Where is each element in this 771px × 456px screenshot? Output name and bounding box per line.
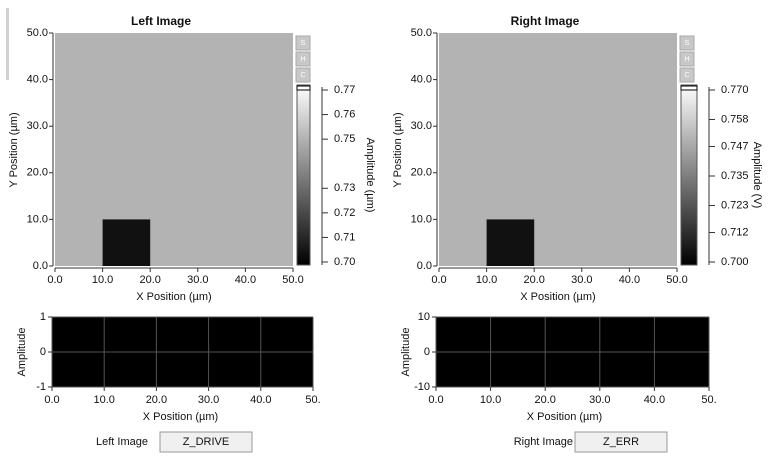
x-tick-label: 40.0 [644,394,665,406]
y-tick-label: -10 [414,381,430,393]
colorbar [296,84,311,266]
dark-region [486,219,535,266]
channel-label: Left Image [96,436,148,448]
x-tick-label: 0.0 [428,394,443,406]
colorbar-tick-label: 0.75 [334,133,355,145]
colorbar-tick-label: 0.770 [721,84,749,96]
x-tick-label: 10.0 [480,394,501,406]
x-axis-label: X Position (µm) [527,411,602,423]
y-tick-label: 10.0 [27,213,48,225]
x-tick-label: 20.0 [139,274,160,286]
scale-button[interactable] [679,35,695,51]
y-tick-label: -1 [36,381,46,393]
y-tick-label: 20.0 [27,167,48,179]
y-tick-label: 30.0 [27,120,48,132]
y-axis-label: Y Position (µm) [8,112,20,187]
scale-button-label: C [300,72,305,79]
colorbar-label: Amplitude (µm) [364,138,376,213]
image-area [439,33,677,266]
x-tick-label: 0.0 [44,394,59,406]
x-tick-label: 50. [701,394,716,406]
scale-button[interactable] [295,51,311,67]
x-tick-label: 40.0 [619,274,640,286]
x-tick-label: 0.0 [431,274,446,286]
y-tick-label: 0.0 [33,260,48,272]
scale-button[interactable] [295,67,311,83]
y-tick-label: 40.0 [411,74,432,86]
x-tick-label: 50.0 [666,274,687,286]
channel-value: Z_DRIVE [183,436,229,448]
scale-button-label: S [685,40,690,47]
colorbar [680,84,698,266]
colorbar-tick-label: 0.747 [721,140,749,152]
colorbar-tick-label: 0.723 [721,199,749,211]
channel-field[interactable] [159,431,253,453]
image-title: Left Image [131,14,191,28]
dark-region [102,219,151,266]
channel-field[interactable] [574,431,668,453]
colorbar-tick-label: 0.700 [721,256,749,268]
image-title: Right Image [511,14,580,28]
x-tick-label: 50.0 [282,274,303,286]
channel-value: Z_ERR [603,436,639,448]
colorbar-tick-label: 0.73 [334,182,355,194]
colorbar-tick-label: 0.72 [334,207,355,219]
y-tick-label: 10.0 [411,213,432,225]
y-tick-label: 10 [418,311,430,323]
colorbar-tick-label: 0.77 [334,84,355,96]
x-axis-label: X Position (µm) [520,291,595,303]
x-tick-label: 20.0 [523,274,544,286]
x-tick-label: 30.0 [571,274,592,286]
scale-button-label: C [684,72,689,79]
x-tick-label: 40.0 [250,394,271,406]
x-axis-label: X Position (µm) [136,291,211,303]
y-tick-label: 0.0 [417,260,432,272]
y-tick-label: 40.0 [27,74,48,86]
colorbar-tick-label: 0.758 [721,113,749,125]
y-tick-label: 50.0 [411,27,432,39]
scale-button-label: H [300,56,305,63]
colorbar-tick-label: 0.71 [334,231,355,243]
scale-button[interactable] [295,35,311,51]
colorbar-tick-label: 0.70 [334,256,355,268]
colorbar-label: Amplitude (V) [751,142,763,209]
colorbar-marker [680,85,698,91]
x-tick-label: 30.0 [589,394,610,406]
x-tick-label: 20.0 [534,394,555,406]
scale-button[interactable] [679,51,695,67]
x-tick-label: 10.0 [476,274,497,286]
x-tick-label: 30.0 [198,394,219,406]
y-tick-label: 50.0 [27,27,48,39]
y-tick-label: 0 [40,346,46,358]
x-tick-label: 10.0 [93,394,114,406]
scale-button-label: H [684,56,689,63]
x-tick-label: 30.0 [187,274,208,286]
y-tick-label: 20.0 [411,167,432,179]
scroll-indicator [6,8,9,80]
colorbar-marker [296,85,311,91]
image-area [55,33,293,266]
y-tick-label: 30.0 [411,120,432,132]
colorbar-tick-label: 0.735 [721,170,749,182]
y-tick-label: 0 [424,346,430,358]
x-axis-label: X Position (µm) [143,411,218,423]
scale-button-label: S [301,40,306,47]
x-tick-label: 0.0 [47,274,62,286]
y-axis-label: Amplitude [16,328,28,377]
channel-label: Right Image [514,436,573,448]
y-axis-label: Amplitude [400,328,412,377]
colorbar-tick-label: 0.76 [334,108,355,120]
scale-button[interactable] [679,67,695,83]
colorbar-tick-label: 0.712 [721,226,749,238]
x-tick-label: 20.0 [146,394,167,406]
y-axis-label: Y Position (µm) [392,112,404,187]
x-tick-label: 10.0 [92,274,113,286]
x-tick-label: 50. [305,394,320,406]
x-tick-label: 40.0 [235,274,256,286]
y-tick-label: 1 [40,311,46,323]
